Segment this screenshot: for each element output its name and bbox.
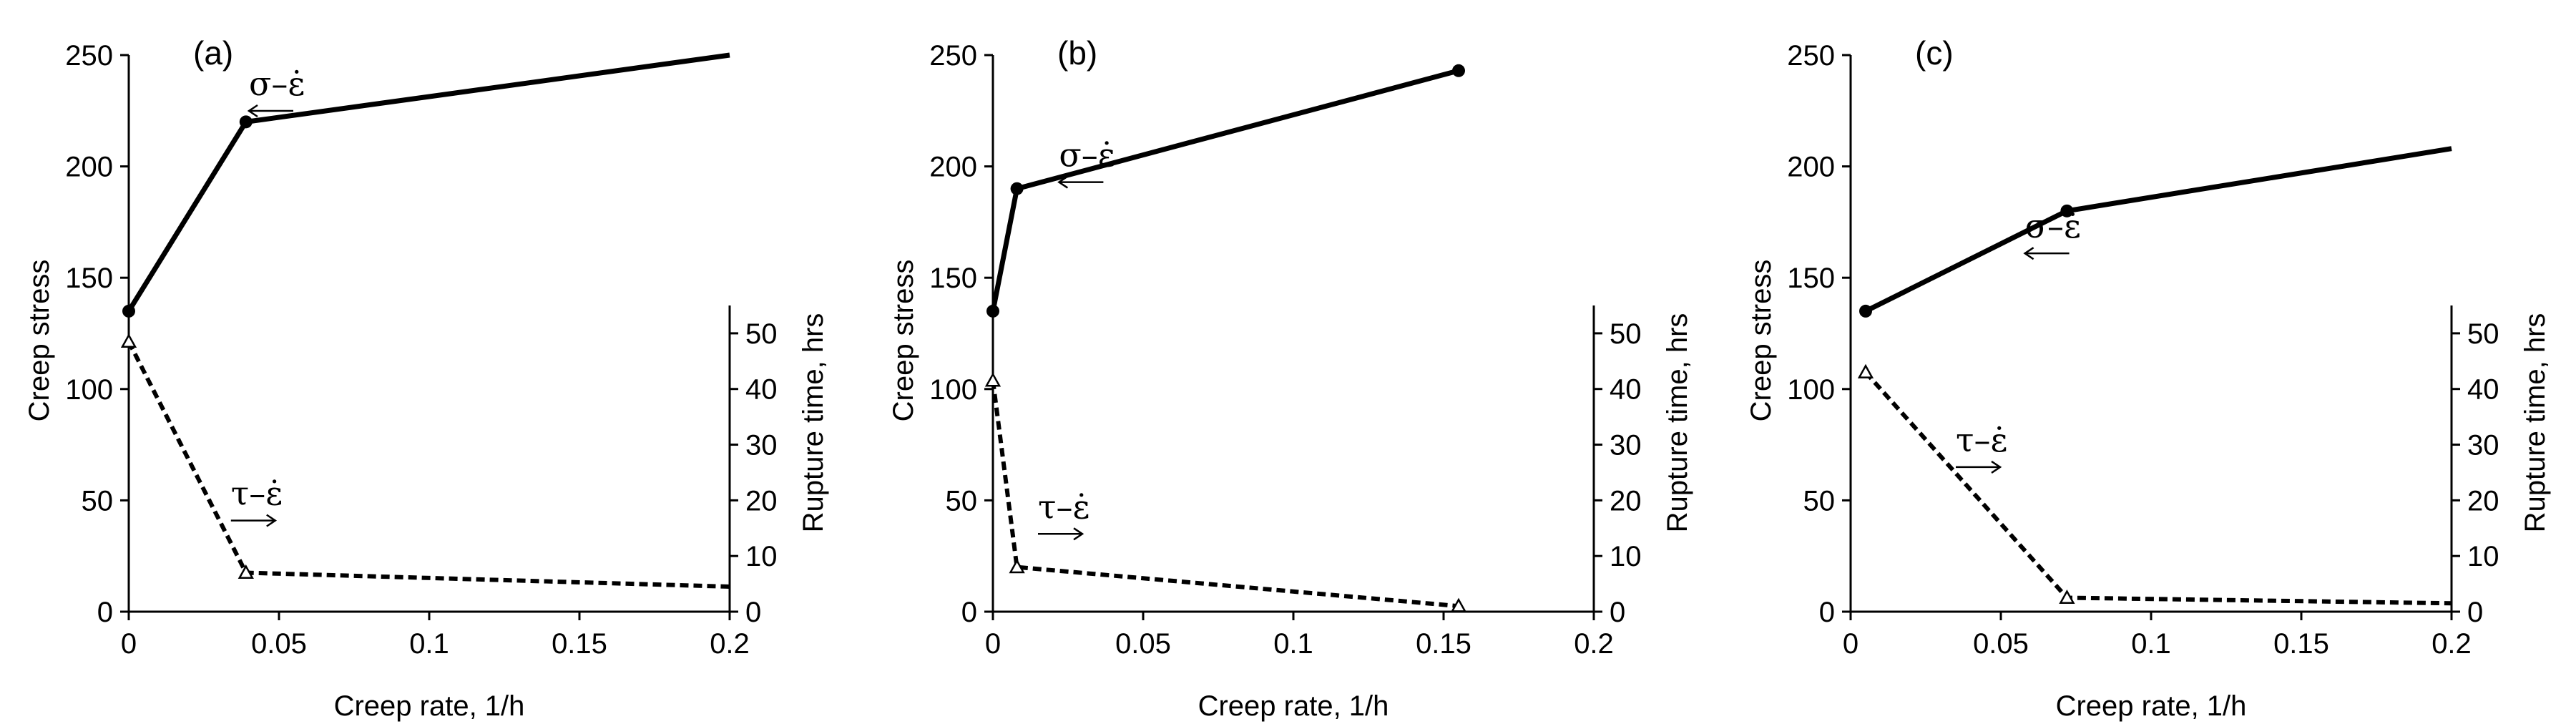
x-tick-label: 0: [1843, 628, 1858, 660]
arrow-right-icon: [1991, 460, 2002, 474]
y2-tick-label: 50: [745, 318, 778, 350]
x-tick-label: 0.1: [2131, 628, 2171, 660]
panel-a: 0 50 100 150 200 250 0 10 20 30 40 50 0 0.05 0.1 0.15 0.…: [24, 34, 829, 722]
y2-tick-label: 50: [1610, 318, 1642, 350]
x-tick-label: 0.2: [2431, 628, 2472, 660]
x-axis-title: Creep rate, 1/h: [1198, 690, 1389, 722]
rupture-data-point: [120, 333, 137, 348]
y-tick-label: 100: [65, 374, 113, 406]
y-axis-title: Creep stress: [24, 260, 55, 422]
arrow-left-icon: [1057, 175, 1069, 189]
x-axis-title: Creep rate, 1/h: [334, 690, 525, 722]
y2-tick-label: 0: [2467, 597, 2483, 628]
rupture-data-point: [237, 564, 254, 579]
y2-tick-label: 40: [1610, 374, 1642, 406]
y-tick-label: 100: [929, 374, 977, 406]
x-tick-label: 0.15: [1416, 628, 1471, 660]
stress-data-point: [986, 304, 999, 318]
y-tick-label: 0: [1819, 597, 1835, 628]
arrow-right-icon: [1073, 527, 1084, 541]
panel-b: 0 50 100 150 200 250 0 10 20 30 40 50 0 0.05 0.1 0.15 0.…: [888, 34, 1693, 722]
panel-label-b: (b): [1057, 34, 1097, 72]
y-tick-label: 0: [97, 597, 113, 628]
stress-data-point: [122, 304, 135, 318]
x-tick-label: 0.1: [409, 628, 449, 660]
stress-data-point: [1010, 182, 1024, 195]
x-tick-label: 0.05: [1973, 628, 2029, 660]
x-tick-label: 0.05: [1115, 628, 1171, 660]
y-axis-title: Creep stress: [888, 260, 919, 422]
stress-series-line: [990, 68, 1459, 312]
y2-tick-label: 50: [2467, 318, 2499, 350]
rupture-data-point: [984, 372, 1001, 387]
y2-tick-label: 10: [745, 541, 778, 572]
x-tick-label: 0.15: [2273, 628, 2329, 660]
y-tick-label: 150: [1787, 263, 1835, 294]
rupture-series-line: [1864, 371, 2452, 606]
y-tick-label: 250: [1787, 40, 1835, 72]
y2-tick-label: 30: [745, 430, 778, 461]
x-tick-label: 0.15: [552, 628, 607, 660]
y2-tick-label: 10: [1610, 541, 1642, 572]
stress-annotation-label: σ–ε̇: [2025, 207, 2081, 245]
y2-axis-title: Rupture time, hrs: [2519, 313, 2551, 533]
x-tick-label: 0.1: [1273, 628, 1313, 660]
y2-tick-label: 20: [745, 485, 778, 517]
y2-tick-label: 40: [745, 374, 778, 406]
y2-tick-label: 20: [2467, 485, 2499, 517]
x-tick-label: 0.05: [251, 628, 307, 660]
stress-data-point: [239, 115, 253, 129]
rupture-annotation-label: τ–ε̇: [1956, 421, 2007, 459]
y-tick-label: 200: [65, 152, 113, 183]
stress-annotation-label: σ–ε̇: [1059, 136, 1115, 175]
x-tick-label: 0: [985, 628, 1001, 660]
x-tick-label: 0: [121, 628, 137, 660]
y-tick-label: 250: [65, 40, 113, 72]
y-tick-label: 50: [1803, 485, 1836, 517]
rupture-annotation-label: τ–ε̇: [231, 474, 283, 513]
stress-series-line: [127, 52, 730, 313]
y-tick-label: 50: [946, 485, 978, 517]
panel-c: 0 50 100 150 200 250 0 10 20 30 40 50 0 0.05 0.1 0.15 0.…: [1745, 34, 2551, 722]
arrow-right-icon: [266, 514, 278, 527]
y-tick-label: 150: [65, 263, 113, 294]
arrow-left-icon: [2023, 247, 2034, 260]
y-tick-label: 100: [1787, 374, 1835, 406]
rupture-data-point: [2059, 589, 2075, 604]
rupture-annotation-label: τ–ε̇: [1038, 487, 1089, 526]
rupture-series-line: [127, 341, 730, 589]
y-axis-title: Creep stress: [1745, 260, 1777, 422]
rupture-series-line: [991, 380, 1459, 609]
x-tick-label: 0.2: [710, 628, 750, 660]
stress-data-point: [2060, 204, 2074, 217]
stress-annotation-label: σ–ε̇: [249, 64, 305, 103]
y-tick-label: 200: [1787, 152, 1835, 183]
y2-tick-label: 0: [745, 597, 761, 628]
stress-series-line: [1864, 146, 2452, 314]
panel-label-c: (c): [1915, 34, 1954, 72]
y2-tick-label: 10: [2467, 541, 2499, 572]
x-axis-title: Creep rate, 1/h: [2056, 690, 2247, 722]
stress-data-point: [1452, 64, 1465, 77]
x-tick-label: 0.2: [1574, 628, 1614, 660]
y-tick-label: 50: [82, 485, 114, 517]
y2-tick-label: 20: [1610, 485, 1642, 517]
rupture-data-point: [1450, 597, 1467, 612]
y2-tick-label: 30: [1610, 430, 1642, 461]
y-tick-label: 250: [929, 40, 977, 72]
rupture-data-point: [1009, 559, 1025, 574]
y-tick-label: 0: [961, 597, 977, 628]
stress-data-point: [1859, 304, 1872, 318]
rupture-data-point: [1857, 363, 1874, 378]
y2-tick-label: 40: [2467, 374, 2499, 406]
y-tick-label: 150: [929, 263, 977, 294]
y2-tick-label: 0: [1610, 597, 1625, 628]
y-tick-label: 200: [929, 152, 977, 183]
panel-label-a: (a): [193, 34, 233, 72]
y2-axis-title: Rupture time, hrs: [798, 313, 829, 533]
y2-axis-title: Rupture time, hrs: [1662, 313, 1693, 533]
arrow-left-icon: [247, 104, 258, 118]
y2-tick-label: 30: [2467, 430, 2499, 461]
